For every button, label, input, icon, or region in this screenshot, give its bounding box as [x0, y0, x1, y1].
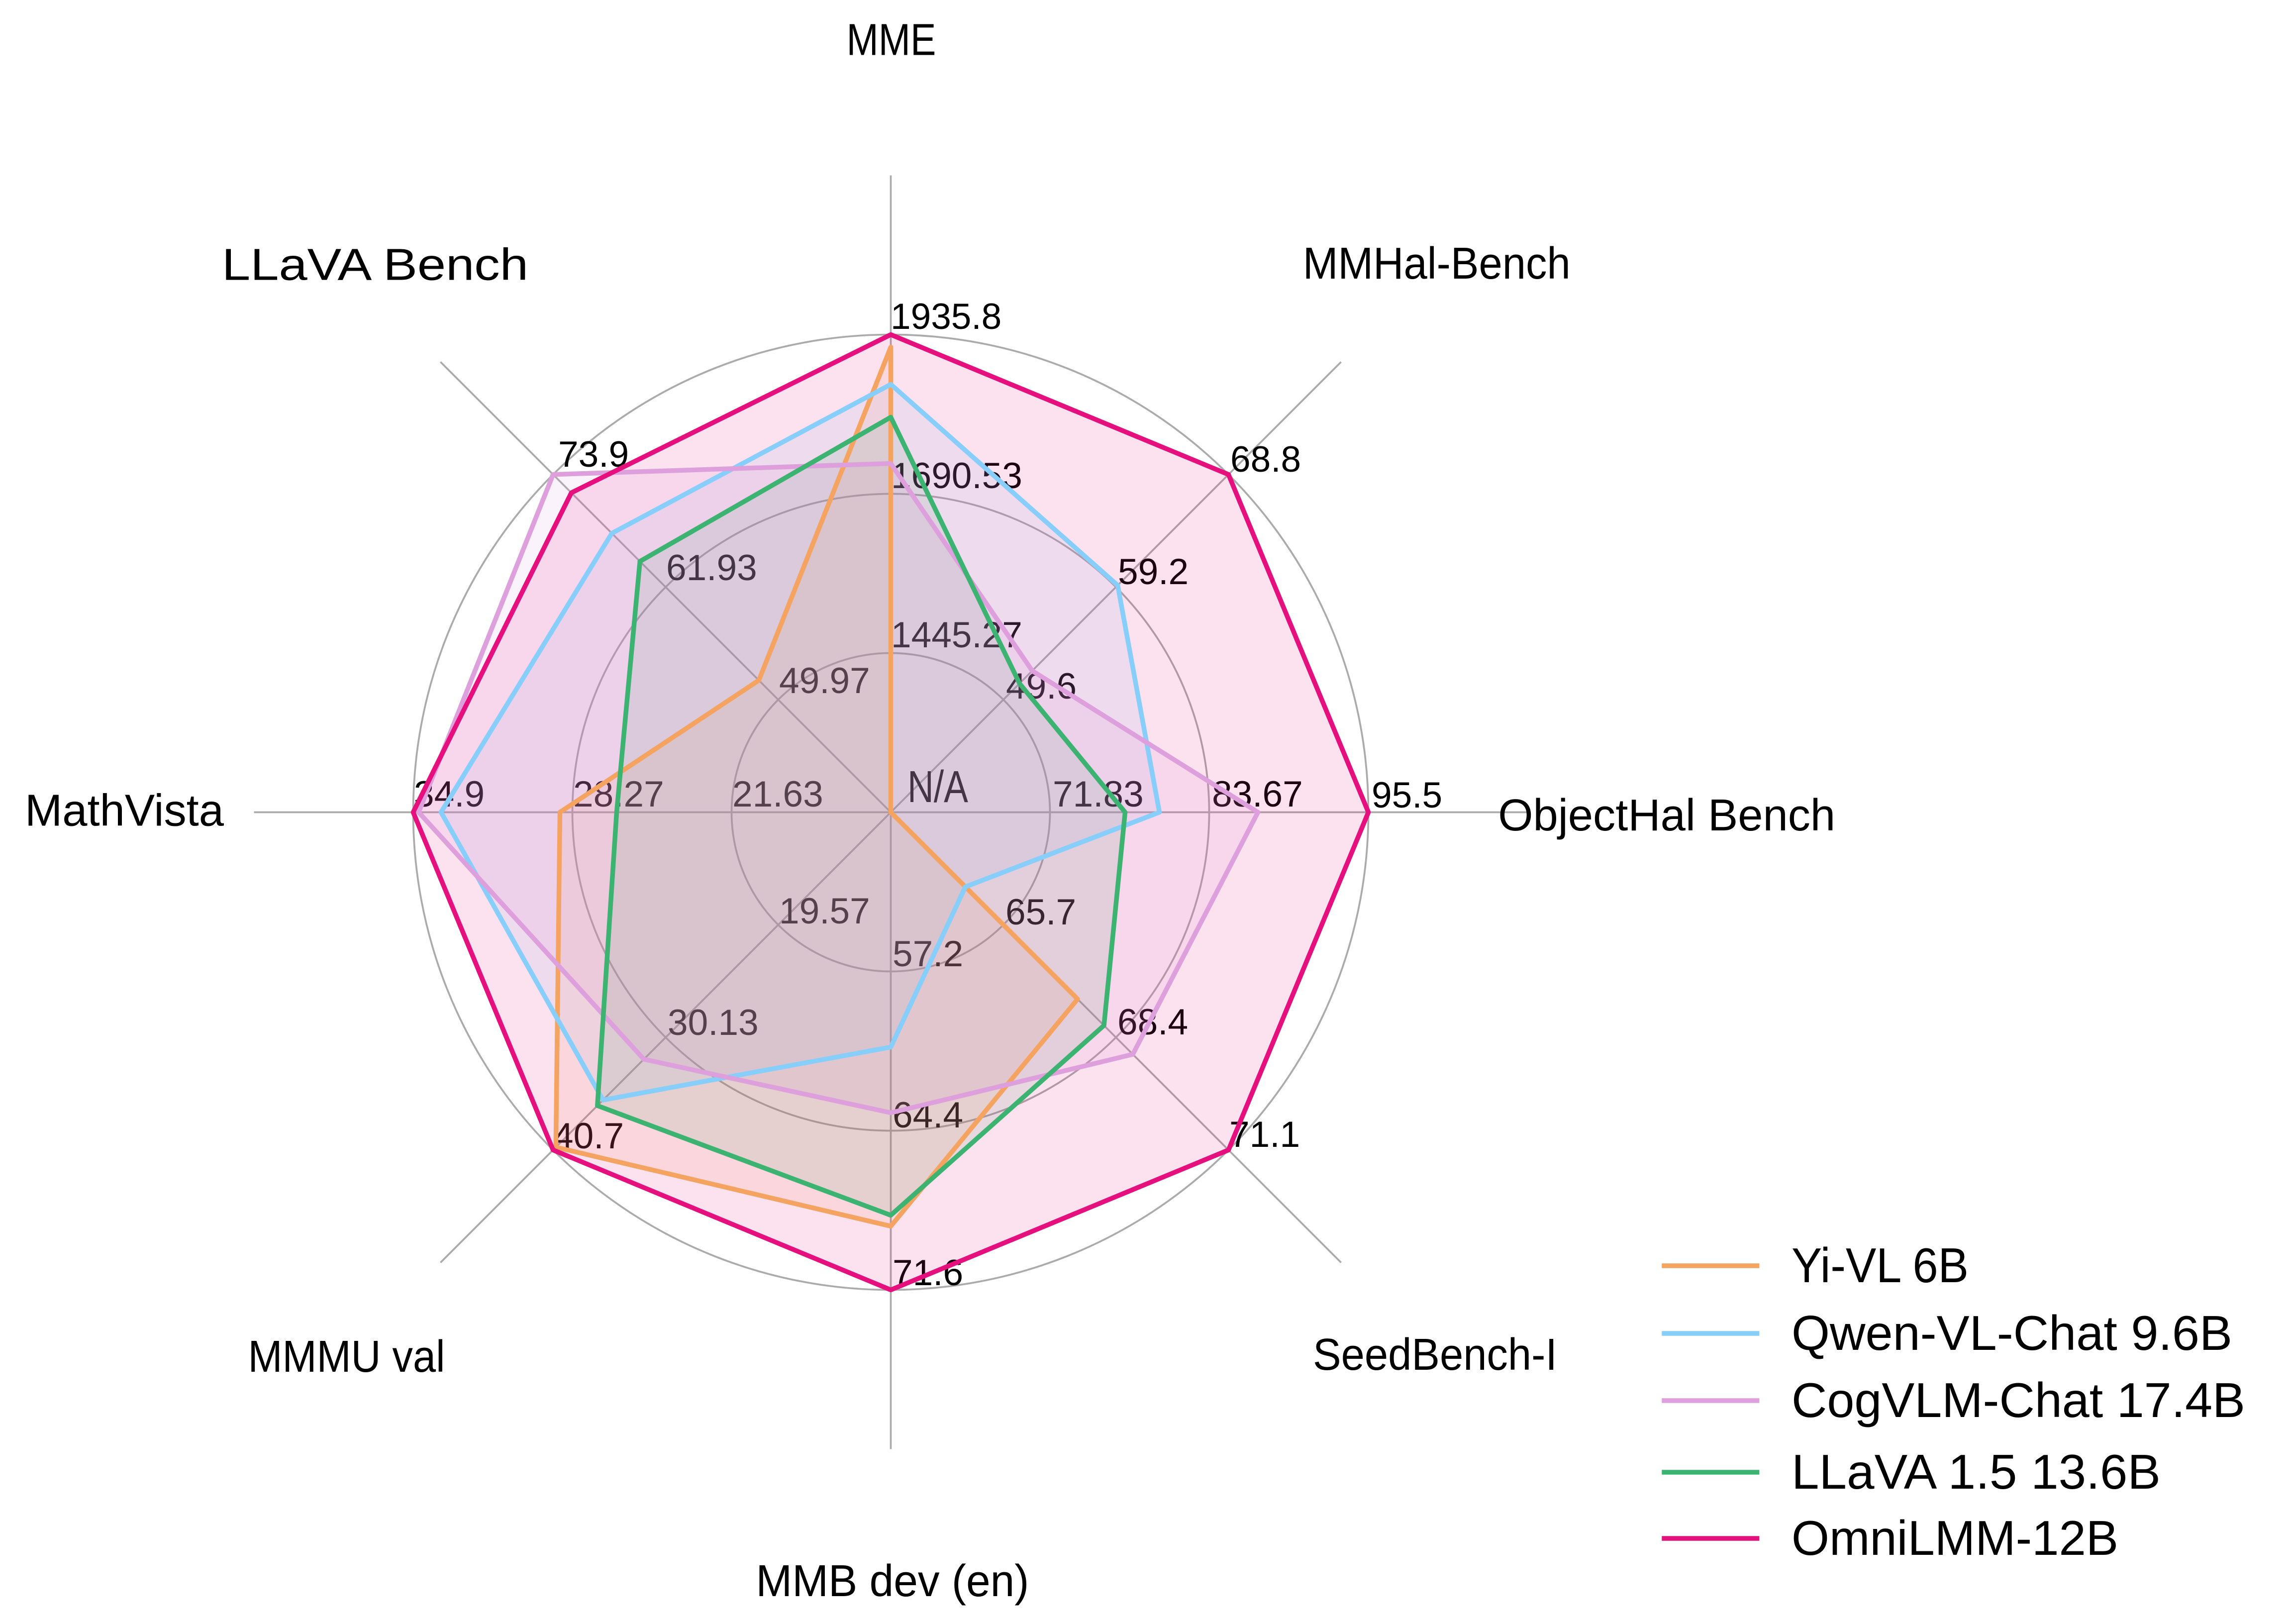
svg-text:CogVLM-Chat 17.4B: CogVLM-Chat 17.4B	[1792, 1373, 2245, 1427]
svg-text:95.5: 95.5	[1372, 775, 1442, 815]
svg-text:LLaVA 1.5 13.6B: LLaVA 1.5 13.6B	[1792, 1444, 2161, 1499]
svg-text:21.63: 21.63	[732, 774, 823, 814]
svg-text:49.97: 49.97	[779, 661, 870, 701]
svg-text:MMMU val: MMMU val	[248, 1332, 445, 1382]
svg-text:19.57: 19.57	[779, 891, 870, 931]
svg-text:68.4: 68.4	[1117, 1002, 1188, 1042]
svg-text:Qwen-VL-Chat 9.6B: Qwen-VL-Chat 9.6B	[1792, 1306, 2232, 1360]
svg-text:MME: MME	[847, 15, 936, 65]
svg-text:LLaVA Bench: LLaVA Bench	[222, 240, 528, 290]
svg-text:ObjectHal Bench: ObjectHal Bench	[1498, 791, 1835, 840]
svg-text:59.2: 59.2	[1118, 552, 1189, 592]
svg-text:MathVista: MathVista	[25, 786, 224, 836]
svg-text:65.7: 65.7	[1005, 892, 1076, 932]
svg-text:Yi-VL 6B: Yi-VL 6B	[1792, 1238, 1969, 1293]
svg-text:MMB dev (en): MMB dev (en)	[756, 1556, 1029, 1606]
svg-text:SeedBench-I: SeedBench-I	[1313, 1330, 1557, 1380]
svg-text:1935.8: 1935.8	[891, 297, 1001, 337]
svg-text:68.8: 68.8	[1230, 439, 1301, 480]
svg-text:OmniLMM-12B: OmniLMM-12B	[1792, 1511, 2118, 1565]
svg-text:30.13: 30.13	[668, 1003, 759, 1043]
svg-text:N/A: N/A	[907, 762, 968, 812]
svg-text:61.93: 61.93	[666, 548, 757, 588]
svg-text:MMHal-Bench: MMHal-Bench	[1303, 239, 1571, 289]
svg-text:49.6: 49.6	[1006, 666, 1077, 707]
